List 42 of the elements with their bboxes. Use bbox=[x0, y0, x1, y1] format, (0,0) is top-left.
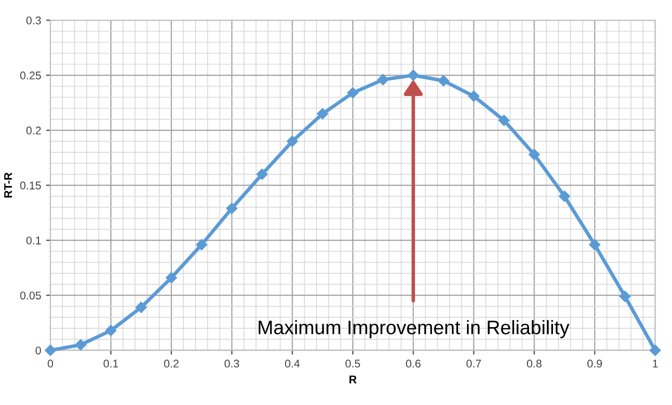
point bbox=[196, 239, 208, 250]
point bbox=[438, 75, 450, 86]
y-tick-label: 0 bbox=[36, 346, 41, 354]
point bbox=[136, 302, 147, 314]
y-tick-label: 0.05 bbox=[20, 292, 41, 300]
point bbox=[619, 290, 631, 302]
x-tick-label: 0.4 bbox=[285, 360, 300, 368]
y-tick-label: 0.2 bbox=[26, 126, 41, 134]
x-tick-label: 0.1 bbox=[104, 360, 118, 368]
point bbox=[286, 136, 298, 147]
y-tick-label: 0.15 bbox=[20, 182, 41, 190]
point bbox=[468, 90, 480, 102]
x-tick-label: 0.9 bbox=[587, 360, 602, 368]
annotation: Maximum Improvement in Reliability bbox=[258, 320, 570, 338]
point bbox=[44, 344, 56, 356]
y-tick-label: 0.3 bbox=[26, 16, 41, 24]
y-tick-label: 0.25 bbox=[20, 72, 41, 80]
x-tick-label: 0.8 bbox=[526, 360, 542, 368]
point bbox=[75, 339, 86, 350]
point bbox=[166, 272, 177, 284]
x-tick-label: 0.7 bbox=[466, 360, 481, 368]
point bbox=[226, 202, 238, 214]
point bbox=[650, 344, 661, 356]
point bbox=[408, 70, 419, 81]
y-tick-label: 0.1 bbox=[26, 236, 41, 244]
x-tick-label: 1 bbox=[652, 360, 658, 368]
point bbox=[256, 168, 268, 180]
point bbox=[377, 74, 389, 86]
x-tick-label: 0.3 bbox=[224, 360, 240, 368]
y-axis-title: RT-R bbox=[4, 172, 12, 198]
x-axis-title: R bbox=[350, 376, 357, 384]
point bbox=[498, 114, 510, 126]
point bbox=[105, 324, 116, 336]
point bbox=[316, 108, 328, 120]
point bbox=[347, 87, 358, 98]
x-tick-label: 0 bbox=[48, 360, 54, 368]
x-tick-label: 0.2 bbox=[164, 360, 179, 368]
x-tick-label: 0.6 bbox=[406, 360, 421, 368]
x-tick-label: 0.5 bbox=[346, 360, 360, 368]
point bbox=[528, 148, 540, 160]
point bbox=[558, 190, 570, 202]
point bbox=[589, 239, 600, 250]
